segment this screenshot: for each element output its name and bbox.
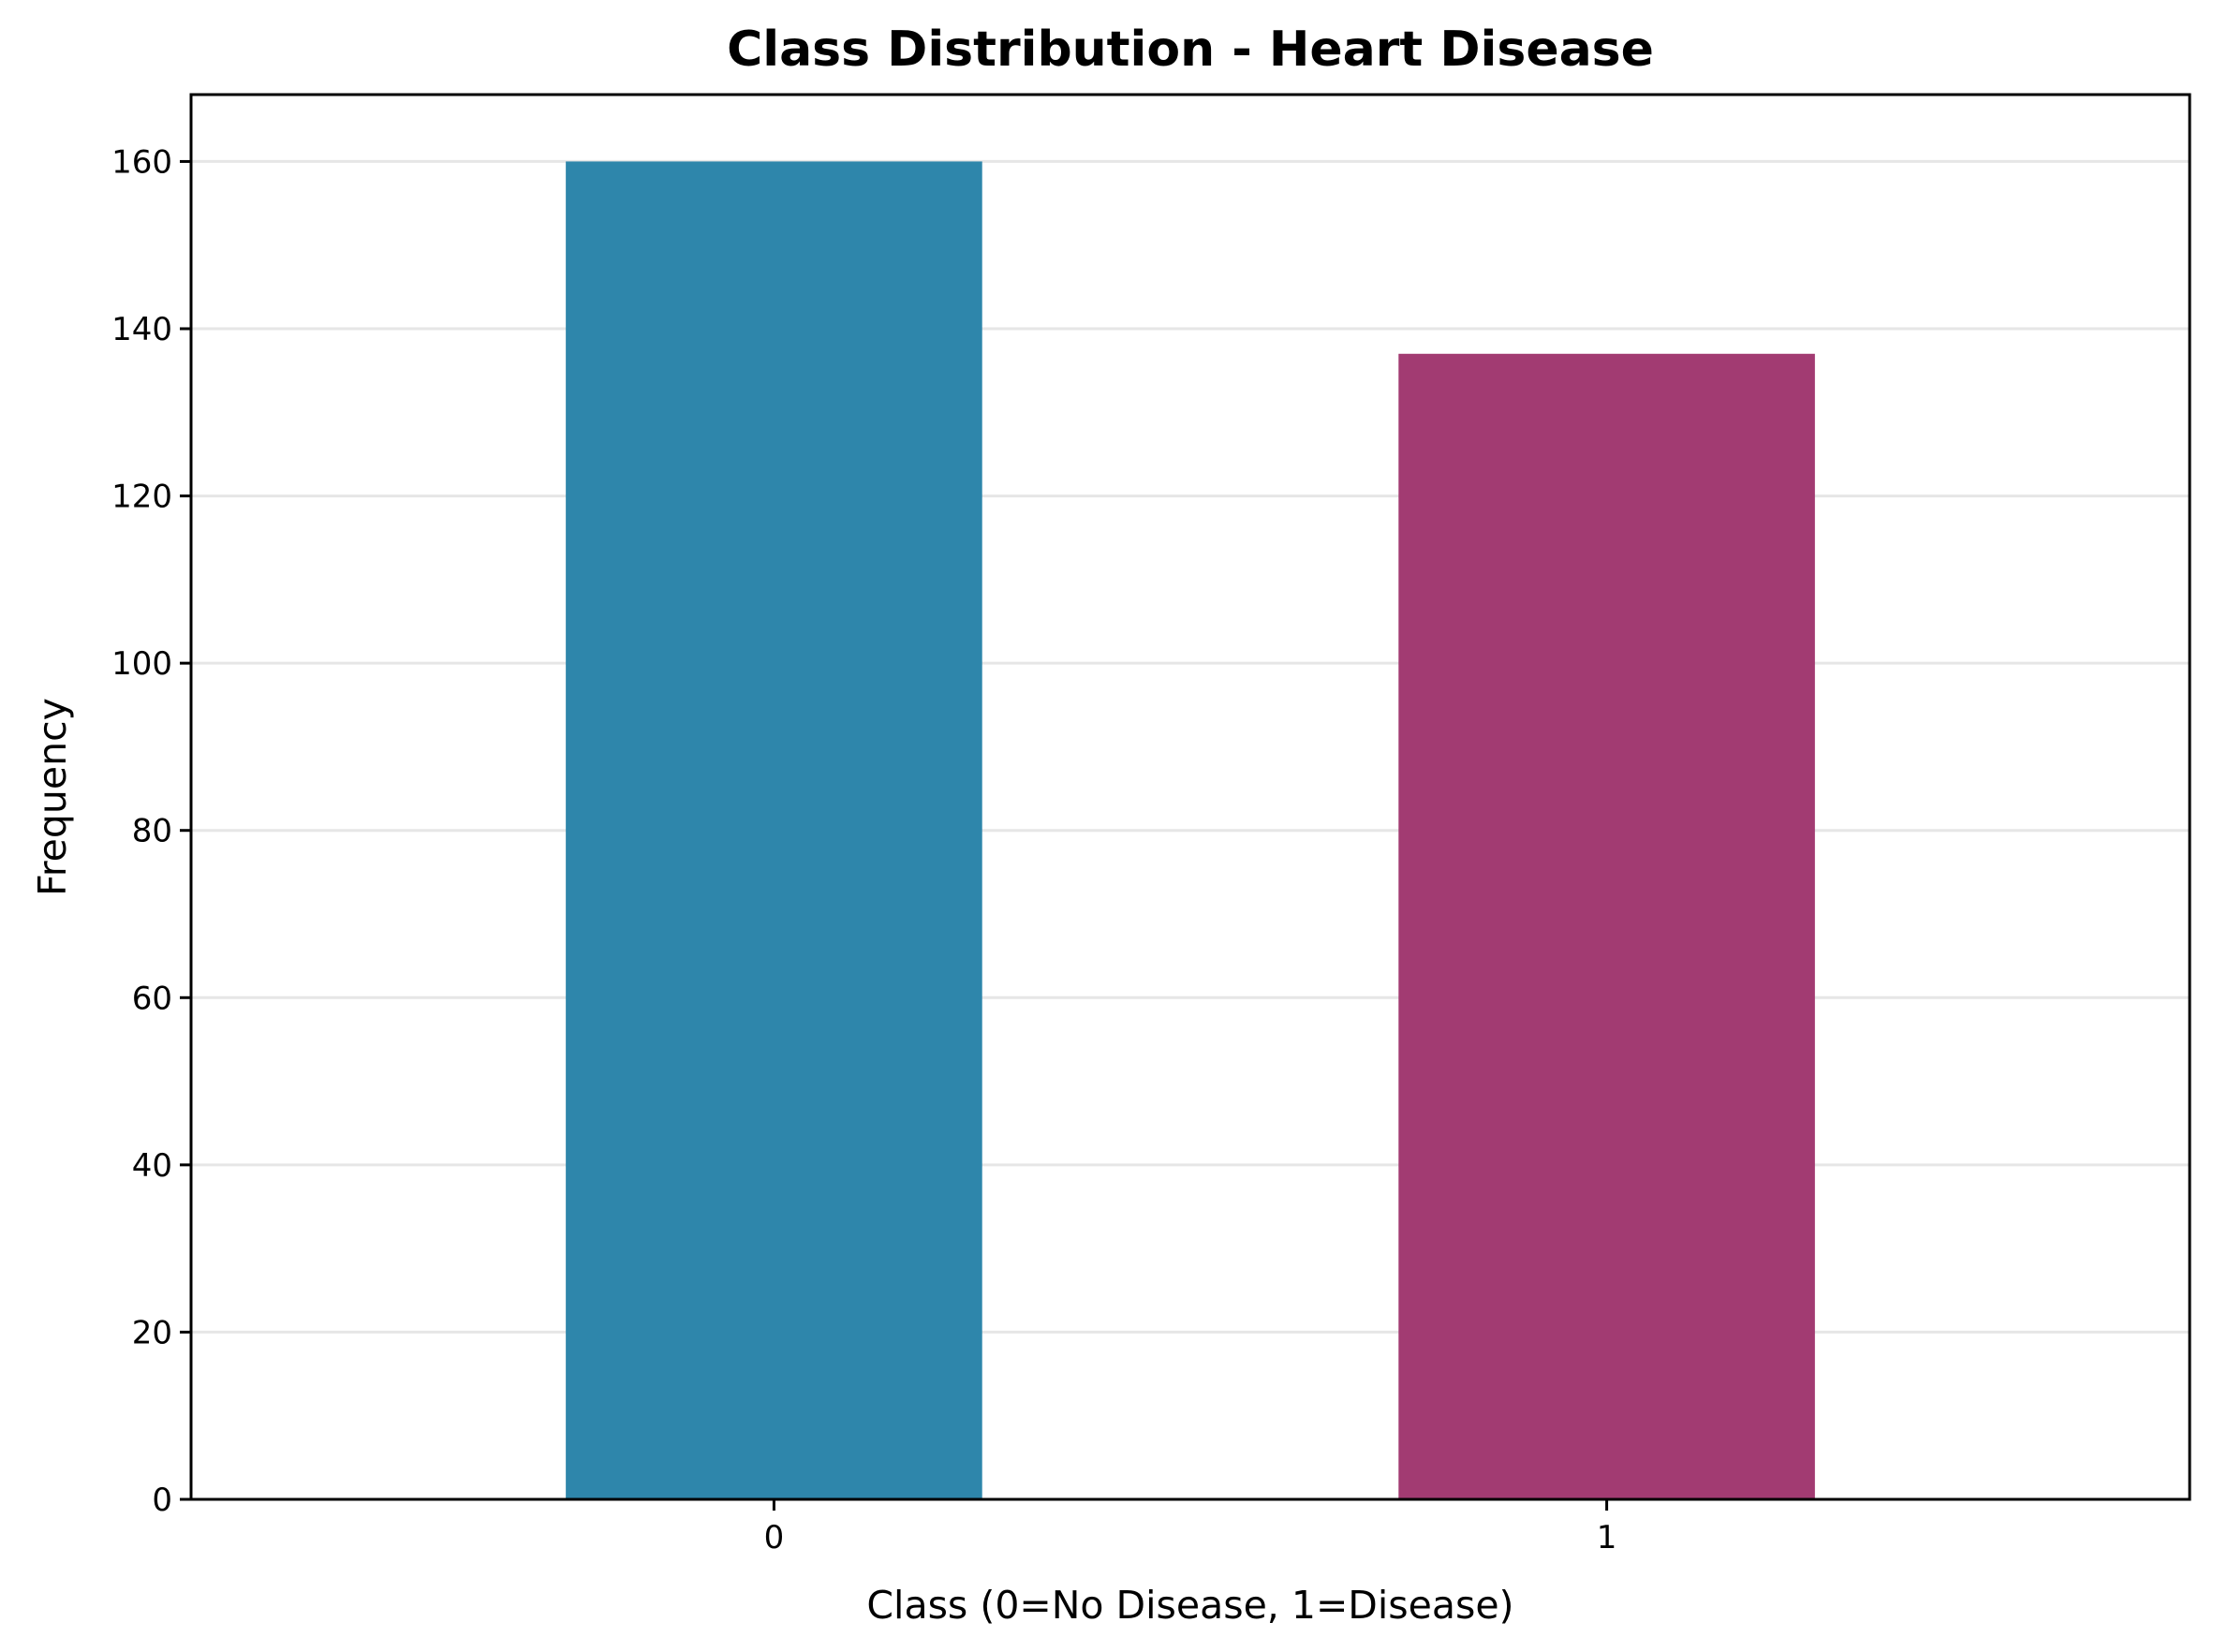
- y-axis-label: Frequency: [30, 698, 75, 896]
- y-tick-label: 160: [111, 143, 172, 181]
- bars: [566, 161, 1815, 1500]
- x-axis-label: Class (0=No Disease, 1=Disease): [866, 1583, 1513, 1628]
- y-tick-label: 140: [111, 311, 172, 348]
- y-tick-label: 60: [132, 980, 172, 1017]
- y-tick-label: 20: [132, 1314, 172, 1351]
- bar-1: [1398, 353, 1815, 1500]
- y-tick-label: 100: [111, 645, 172, 683]
- x-tick-label: 1: [1597, 1519, 1617, 1556]
- gridlines: [191, 159, 2190, 1334]
- x-tick-label: 0: [764, 1519, 785, 1556]
- bar-0: [566, 161, 982, 1499]
- y-axis-ticks: 0 20 40 60 80 100 120 140 160: [111, 143, 191, 1519]
- y-tick-label: 120: [111, 479, 172, 516]
- chart-title: Class Distribution - Heart Disease: [727, 22, 1654, 78]
- plot-frame: [189, 93, 2192, 1501]
- y-tick-label: 40: [132, 1147, 172, 1185]
- y-tick-label: 80: [132, 813, 172, 850]
- y-tick-label: 0: [152, 1482, 172, 1519]
